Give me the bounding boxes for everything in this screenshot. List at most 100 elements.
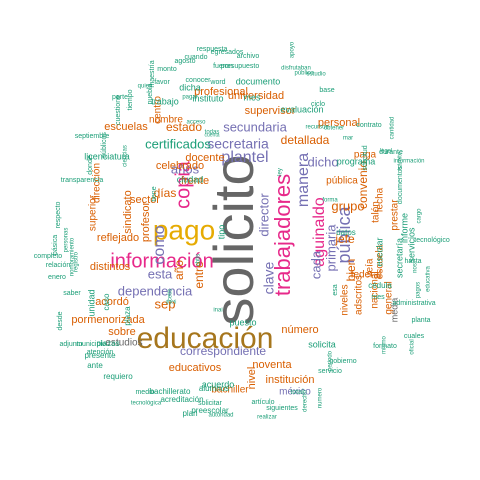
- cloud-word: dirección: [92, 163, 103, 203]
- cloud-word: cantidad: [390, 117, 396, 140]
- cloud-word: prestar: [390, 199, 401, 231]
- cloud-word: preescolar: [191, 406, 229, 415]
- cloud-word: cuando: [185, 54, 208, 61]
- cloud-word: oficial: [410, 339, 416, 354]
- cloud-word: celebrado: [156, 160, 204, 172]
- cloud-word: evaluación: [280, 104, 323, 114]
- cloud-word: parte: [112, 94, 128, 101]
- cloud-word: recursos: [305, 125, 328, 131]
- cloud-word: obtener: [324, 126, 344, 132]
- cloud-word: plan: [182, 409, 197, 418]
- cloud-word: paga: [354, 150, 377, 161]
- cloud-word: como: [151, 225, 168, 264]
- cloud-word: ciclo: [311, 101, 325, 108]
- cloud-word: planta: [411, 317, 430, 324]
- cloud-word: distintos: [90, 261, 131, 273]
- cloud-word: niveles: [340, 284, 351, 315]
- cloud-word: atención: [87, 349, 114, 356]
- cloud-word: fueron: [213, 63, 233, 70]
- cloud-word: tecnológica: [131, 401, 162, 407]
- cloud-word: programa: [337, 156, 376, 166]
- cloud-word: veía: [365, 258, 376, 277]
- cloud-word: puebla: [147, 83, 154, 104]
- cloud-word: acceso: [186, 120, 206, 126]
- cloud-word: personas: [64, 228, 70, 253]
- cloud-word: ley: [278, 168, 284, 176]
- cloud-word: realizar: [257, 415, 277, 421]
- cloud-word: director: [256, 193, 271, 237]
- cloud-word: ciudad: [177, 174, 204, 184]
- cloud-word: profesor: [140, 201, 152, 242]
- cloud-word: plaza: [123, 306, 132, 326]
- cloud-word: estudios: [105, 338, 142, 349]
- cloud-word: adjunto: [60, 341, 83, 348]
- cloud-word: servicio: [318, 368, 342, 375]
- cloud-word: municipio: [76, 341, 106, 348]
- cloud-word: solicitud: [362, 145, 369, 170]
- cloud-word: cédula: [368, 281, 392, 290]
- cloud-word: esa: [332, 284, 339, 295]
- cloud-word: pagos: [416, 282, 422, 298]
- cloud-word: bien: [344, 259, 358, 282]
- cloud-word: bachillerato: [150, 387, 191, 396]
- cloud-word: sector: [130, 194, 160, 206]
- cloud-word: respecto: [55, 201, 62, 228]
- cloud-word: secundaria: [223, 119, 287, 134]
- cloud-word: puesto: [229, 317, 256, 327]
- cloud-word: fecha: [375, 187, 386, 212]
- cloud-word: frente: [181, 175, 209, 187]
- cloud-word: caso: [102, 293, 111, 310]
- cloud-word: acreditación: [160, 395, 203, 404]
- cloud-word: alumnos: [199, 384, 229, 393]
- cloud-word: adscritos: [354, 275, 365, 315]
- cloud-word: plantel: [221, 149, 268, 166]
- cloud-word: siguientes: [266, 405, 298, 412]
- cloud-word: nombramiento: [70, 237, 76, 276]
- cloud-word: agosto: [174, 58, 195, 65]
- cloud-word: archivo: [237, 53, 260, 60]
- cloud-word: conocer: [186, 77, 212, 84]
- cloud-word: primaria: [323, 224, 338, 272]
- cloud-word: escuelas: [104, 121, 148, 133]
- cloud-word: cbtis: [196, 254, 202, 266]
- cloud-word: ciencias: [123, 145, 129, 167]
- cloud-word: detallada: [281, 133, 330, 147]
- cloud-word: apoyo: [290, 41, 296, 58]
- cloud-word: registro: [74, 251, 80, 272]
- cloud-word: ante: [87, 361, 103, 370]
- cloud-word: documento: [236, 76, 281, 86]
- cloud-word: días: [154, 186, 177, 200]
- cloud-word: inai: [213, 308, 222, 314]
- cloud-word: tiempo: [127, 89, 134, 110]
- cloud-word: relación: [46, 262, 71, 269]
- cloud-word: secretaria: [207, 136, 269, 152]
- cloud-word: reflejado: [97, 232, 139, 244]
- cloud-word: estudio: [306, 72, 326, 78]
- cloud-word: total: [290, 389, 304, 396]
- cloud-word: nombre: [149, 115, 183, 126]
- cloud-word: año: [172, 260, 186, 280]
- cloud-word: personal: [318, 117, 360, 129]
- cloud-word: acuerdo: [202, 379, 235, 389]
- cloud-word: pormenorizada: [71, 314, 145, 326]
- cloud-word: acordó: [95, 296, 129, 308]
- cloud-word: formato: [373, 343, 397, 350]
- cloud-word: grupo: [331, 198, 364, 213]
- cloud-word: saber: [63, 290, 81, 297]
- cloud-word: presupuesto: [221, 63, 260, 70]
- cloud-word: cargo: [417, 208, 423, 224]
- cloud-word: méxico: [279, 387, 311, 398]
- cloud-word: aguinaldo: [311, 197, 328, 267]
- cloud-word: jefe: [334, 232, 355, 246]
- cloud-word: enero: [48, 274, 66, 281]
- cloud-word: supervisor: [245, 105, 296, 117]
- cloud-word: autoridad: [208, 413, 233, 419]
- cloud-word: trámite: [398, 151, 404, 170]
- cloud-word: word: [209, 79, 225, 86]
- cloud-word: base: [319, 87, 334, 94]
- cloud-word: servicios: [406, 227, 416, 263]
- cloud-word: derecho: [303, 389, 309, 411]
- cloud-word: solicitar: [198, 400, 222, 407]
- cloud-word: legal: [380, 149, 393, 155]
- cloud-word: educativa: [426, 265, 432, 291]
